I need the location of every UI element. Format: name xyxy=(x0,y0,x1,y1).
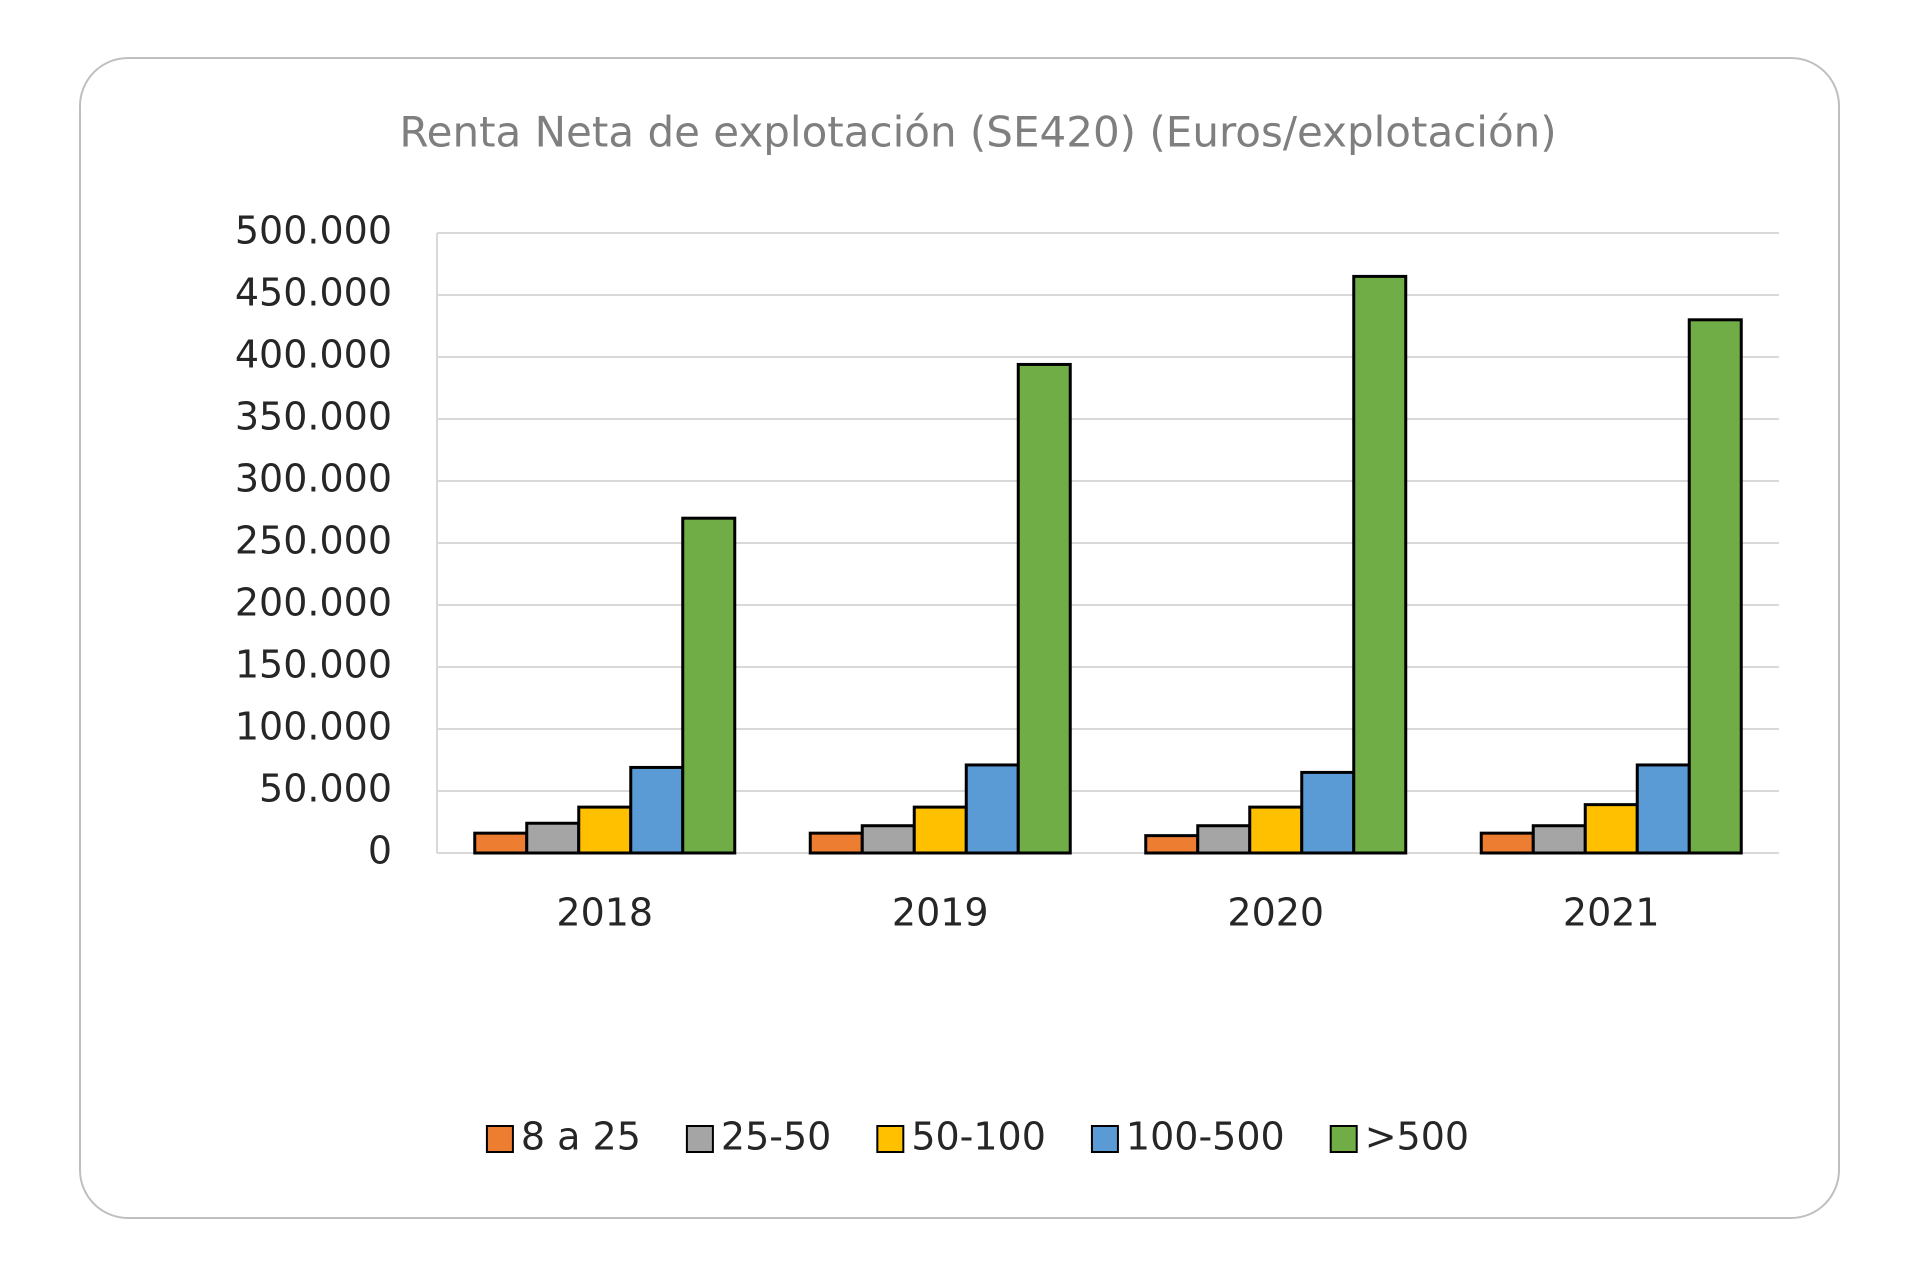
legend-label: >500 xyxy=(1365,1115,1469,1159)
y-tick-label: 400.000 xyxy=(235,333,392,377)
chart-title: Renta Neta de explotación (SE420) (Euros… xyxy=(399,108,1556,157)
legend-label: 8 a 25 xyxy=(521,1115,641,1159)
bar xyxy=(1248,805,1304,855)
y-tick-label: 150.000 xyxy=(235,643,392,687)
bar xyxy=(912,805,968,855)
bar xyxy=(577,805,633,855)
bar xyxy=(681,516,737,855)
y-tick-label: 450.000 xyxy=(235,271,392,315)
y-tick-label: 500.000 xyxy=(235,209,392,253)
bar xyxy=(525,821,581,855)
x-tick-label: 2018 xyxy=(556,891,653,935)
bar xyxy=(808,831,864,855)
x-tick-label: 2020 xyxy=(1227,891,1324,935)
legend-swatch xyxy=(485,1125,514,1153)
x-tick-label: 2021 xyxy=(1563,891,1660,935)
legend-swatch xyxy=(1329,1125,1358,1153)
bar xyxy=(860,824,916,855)
y-tick-label: 50.000 xyxy=(259,767,392,811)
bar xyxy=(473,831,529,855)
bar xyxy=(1300,770,1356,855)
legend-swatch xyxy=(876,1125,905,1153)
legend-swatch xyxy=(685,1125,714,1153)
legend-label: 100-500 xyxy=(1126,1115,1285,1159)
bar xyxy=(964,763,1020,855)
x-tick-label: 2019 xyxy=(892,891,989,935)
bar xyxy=(1687,318,1743,855)
y-tick-label: 100.000 xyxy=(235,705,392,749)
y-tick-label: 0 xyxy=(368,829,392,873)
y-tick-label: 250.000 xyxy=(235,519,392,563)
bar xyxy=(629,765,685,855)
bar xyxy=(1016,362,1072,855)
legend-label: 50-100 xyxy=(911,1115,1046,1159)
legend-swatch xyxy=(1090,1125,1119,1153)
bar xyxy=(1531,824,1587,855)
bar xyxy=(1583,803,1639,855)
y-tick-label: 200.000 xyxy=(235,581,392,625)
bar xyxy=(1144,834,1200,855)
bar xyxy=(1479,831,1535,855)
legend-label: 25-50 xyxy=(721,1115,831,1159)
bar xyxy=(1196,824,1252,855)
bar xyxy=(1352,274,1408,855)
bar xyxy=(1635,763,1691,855)
y-tick-label: 300.000 xyxy=(235,457,392,501)
y-tick-label: 350.000 xyxy=(235,395,392,439)
